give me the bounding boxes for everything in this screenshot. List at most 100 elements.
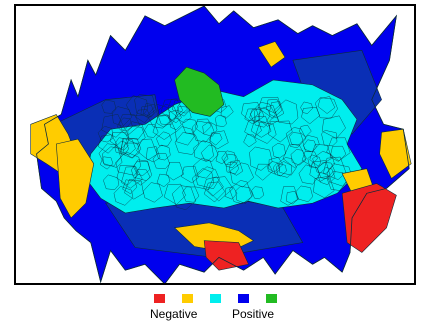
map-cell bbox=[326, 163, 352, 187]
map-outline bbox=[36, 6, 410, 283]
map-cell bbox=[282, 144, 307, 169]
map-cell bbox=[193, 140, 214, 162]
map-cell bbox=[215, 150, 229, 165]
map-cell bbox=[301, 107, 320, 125]
map-cell bbox=[116, 165, 139, 186]
map-cell bbox=[192, 168, 215, 190]
map-cell bbox=[220, 105, 234, 119]
map-cell bbox=[146, 146, 161, 163]
map-cell bbox=[209, 130, 229, 150]
map-cell bbox=[317, 96, 336, 114]
map-cell bbox=[111, 106, 132, 127]
map-cell bbox=[203, 181, 226, 203]
map-cell bbox=[134, 94, 157, 117]
map-cell bbox=[120, 138, 136, 156]
map-cell bbox=[114, 137, 129, 151]
map-red-region-south bbox=[203, 240, 249, 271]
map-cell bbox=[289, 132, 304, 146]
map-cell bbox=[249, 109, 265, 123]
map-cell bbox=[254, 163, 273, 181]
map-cell bbox=[136, 138, 158, 161]
map-cell bbox=[323, 156, 347, 180]
map-cell bbox=[254, 107, 271, 123]
map-cell bbox=[142, 103, 157, 118]
map-cell bbox=[194, 118, 212, 135]
map-cell bbox=[280, 186, 299, 206]
map-cell bbox=[290, 149, 307, 166]
map-cell bbox=[312, 150, 335, 174]
map-cell bbox=[127, 126, 146, 145]
map-cell bbox=[321, 130, 338, 147]
legend-swatch-green bbox=[266, 294, 277, 303]
legend-swatch-yellow bbox=[182, 294, 193, 303]
map-cell bbox=[202, 121, 218, 137]
map-cell bbox=[165, 162, 184, 181]
map-cell bbox=[121, 166, 143, 189]
map-yellow-region-north bbox=[257, 41, 286, 68]
voronoi-map bbox=[30, 6, 412, 283]
map-cell bbox=[298, 164, 320, 185]
legend-swatch-blue bbox=[238, 294, 249, 303]
map-cell bbox=[299, 124, 312, 138]
map-cell bbox=[103, 174, 119, 190]
map-cell bbox=[249, 102, 276, 128]
map-cell bbox=[169, 117, 182, 130]
map-cell bbox=[135, 109, 151, 123]
map-yellow-region-east bbox=[379, 128, 412, 179]
map-cell bbox=[113, 186, 134, 206]
map-cell bbox=[200, 144, 219, 162]
map-cell bbox=[273, 162, 287, 177]
map-cell bbox=[144, 124, 159, 138]
map-cell bbox=[230, 162, 254, 188]
legend-label-negative: Negative bbox=[150, 307, 198, 321]
map-cell bbox=[274, 99, 299, 125]
map-cell bbox=[285, 127, 307, 148]
map-cell bbox=[156, 114, 171, 128]
map-cell bbox=[99, 156, 114, 170]
map-cell bbox=[98, 143, 123, 167]
map-cell bbox=[215, 115, 227, 127]
map-cell bbox=[152, 153, 170, 170]
map-cyan-cell-edges bbox=[97, 94, 352, 210]
map-cell bbox=[125, 95, 148, 116]
map-cell bbox=[117, 114, 141, 137]
map-cell bbox=[228, 160, 243, 176]
map-cell bbox=[267, 161, 280, 175]
map-cell bbox=[309, 160, 331, 182]
map-cell bbox=[244, 108, 260, 125]
map-cell bbox=[235, 186, 254, 204]
map-cell bbox=[329, 145, 347, 162]
map-cell bbox=[125, 121, 145, 140]
map-cell bbox=[191, 120, 215, 143]
map-cell bbox=[317, 162, 336, 180]
map-cell bbox=[115, 151, 141, 176]
map-cell bbox=[97, 125, 114, 143]
color-legend: Negative Positive bbox=[0, 292, 426, 328]
map-red-region-east bbox=[341, 183, 397, 253]
map-cell bbox=[249, 146, 273, 171]
map-cell bbox=[134, 169, 151, 186]
map-cell bbox=[313, 176, 335, 199]
map-cell bbox=[207, 176, 234, 202]
map-cell bbox=[155, 144, 171, 161]
map-green-region bbox=[174, 66, 225, 117]
map-cell bbox=[221, 150, 237, 166]
map-cell bbox=[229, 180, 252, 205]
map-cell bbox=[133, 159, 151, 176]
map-cell bbox=[223, 153, 239, 168]
map-cell bbox=[101, 114, 125, 138]
map-cell bbox=[307, 154, 321, 168]
map-cell bbox=[143, 182, 163, 203]
map-cell bbox=[326, 137, 351, 162]
map-cell bbox=[97, 134, 118, 154]
map-cell bbox=[268, 120, 293, 143]
map-cell bbox=[271, 143, 286, 159]
map-cell bbox=[156, 131, 172, 147]
map-cell bbox=[171, 185, 197, 210]
map-cell bbox=[109, 132, 129, 150]
legend-swatch-cyan bbox=[210, 294, 221, 303]
legend-swatch-red bbox=[154, 294, 165, 303]
map-cell bbox=[276, 161, 293, 178]
map-cell bbox=[122, 142, 140, 159]
